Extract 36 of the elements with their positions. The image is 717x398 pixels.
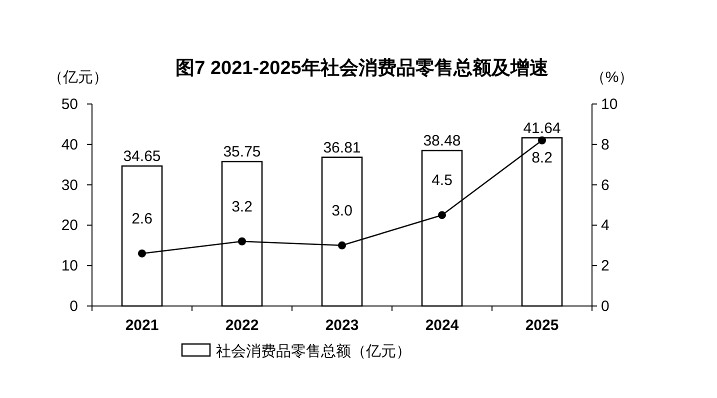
y2-axis-title: （%） bbox=[590, 69, 634, 86]
point bbox=[238, 237, 246, 246]
y-axis-title: （亿元） bbox=[48, 69, 108, 86]
data-label: 8.2 bbox=[532, 149, 552, 166]
data-label: 3.2 bbox=[232, 198, 252, 216]
y-tick-label: 50 bbox=[61, 96, 78, 113]
data-label: 34.65 bbox=[123, 148, 161, 166]
data-label: 2.6 bbox=[132, 210, 152, 228]
y2-tick-label: 10 bbox=[601, 96, 618, 113]
x-tick-label: 2021 bbox=[125, 317, 159, 334]
x-tick-label: 2023 bbox=[325, 317, 359, 334]
point bbox=[438, 211, 446, 220]
chart-title: 图7 2021-2025年社会消费品零售总额及增速 bbox=[176, 57, 548, 79]
x-tick-label: 2025 bbox=[525, 317, 559, 334]
point bbox=[538, 136, 546, 144]
legend-label: 社会消费品零售总额（亿元） bbox=[216, 343, 411, 360]
y-tick-label: 0 bbox=[70, 298, 78, 315]
y2-tick-label: 8 bbox=[601, 136, 610, 154]
data-label: 3.0 bbox=[332, 202, 352, 220]
data-label: 4.5 bbox=[432, 172, 452, 190]
y-tick-label: 40 bbox=[61, 136, 78, 154]
x-tick-label: 2022 bbox=[225, 317, 259, 334]
data-label: 35.75 bbox=[223, 144, 261, 161]
y2-tick-label: 2 bbox=[601, 258, 610, 275]
point bbox=[338, 241, 346, 250]
point bbox=[138, 249, 146, 258]
y-tick-label: 10 bbox=[61, 258, 78, 275]
data-label: 36.81 bbox=[323, 139, 361, 156]
y-tick-label: 20 bbox=[61, 217, 78, 234]
data-label: 38.48 bbox=[423, 132, 461, 150]
y2-tick-label: 0 bbox=[601, 298, 610, 315]
x-tick-label: 2024 bbox=[425, 317, 460, 334]
y2-tick-label: 6 bbox=[601, 176, 610, 194]
data-label: 41.64 bbox=[523, 120, 561, 137]
y-tick-label: 30 bbox=[61, 176, 78, 194]
y2-tick-label: 4 bbox=[601, 217, 610, 234]
